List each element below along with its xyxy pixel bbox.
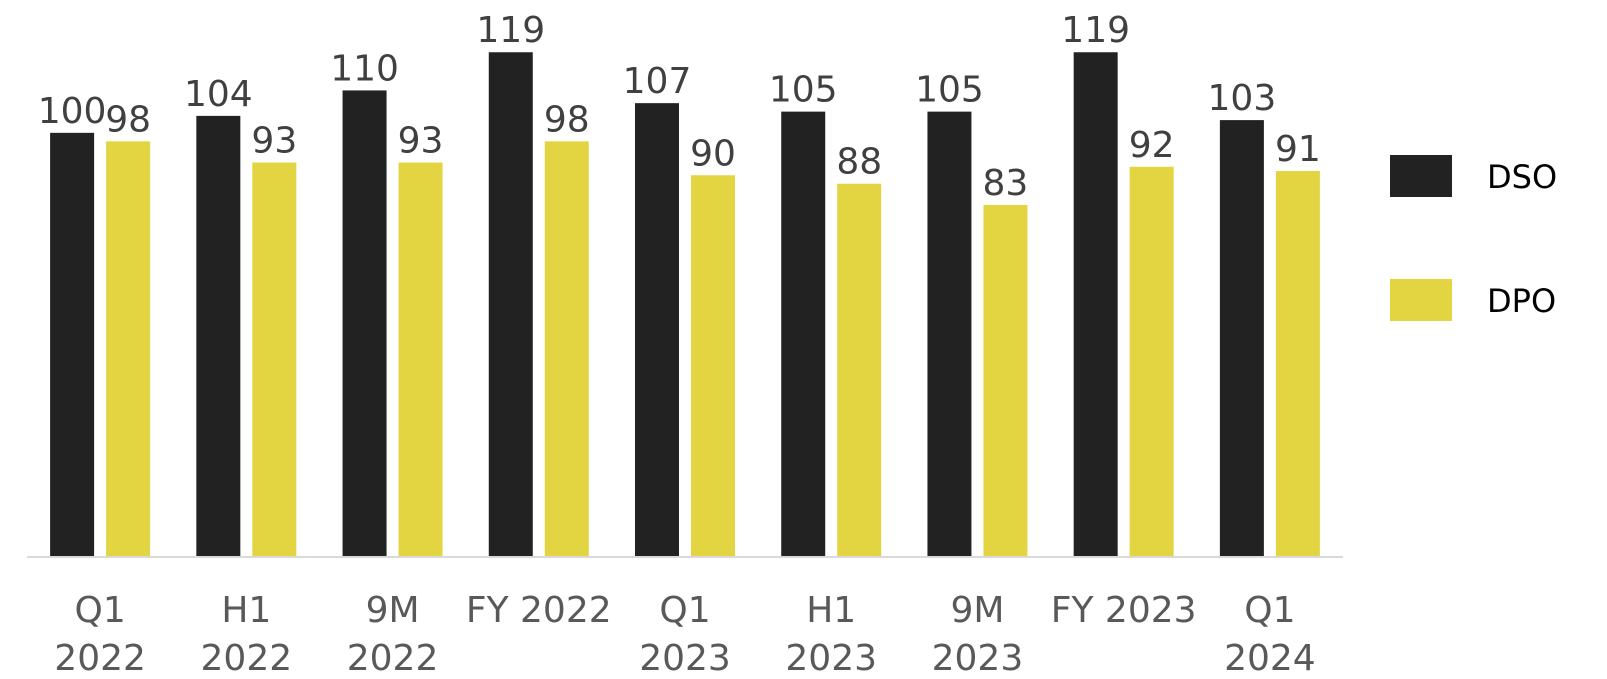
- data-label-dso-q1-2024: 103: [1208, 78, 1277, 119]
- bar-dpo-fy-2022: [544, 141, 589, 558]
- legend-label-dso: DSO: [1487, 158, 1557, 196]
- data-label-dpo-fy-2023: 92: [1129, 125, 1175, 166]
- x-tick-label-fy-2023: FY 2023: [1051, 590, 1197, 631]
- data-labels-layer: 1009810493110931199810790105881058311992…: [38, 10, 1321, 204]
- bar-dpo-9m-2023: [983, 204, 1028, 558]
- data-label-dpo-q1-2022: 98: [105, 99, 151, 140]
- data-label-dpo-9m-2022: 93: [398, 121, 444, 162]
- data-label-dpo-h1-2022: 93: [251, 121, 297, 162]
- bar-dso-fy-2023: [1073, 52, 1118, 557]
- data-label-dpo-fy-2022: 98: [544, 99, 590, 140]
- x-tick-label-9m-2022: 9M 2022: [347, 590, 439, 674]
- x-tick-label-q1-2024: Q1 2024: [1224, 590, 1316, 674]
- bar-dso-q1-2024: [1219, 120, 1264, 557]
- x-tick-labels-layer: Q1 2022 H1 2022 9M 2022 FY 2022 Q1 2023 H1 2023 9M 2…: [54, 590, 1316, 679]
- data-label-dpo-q1-2023: 90: [690, 133, 736, 174]
- data-label-dso-h1-2023: 105: [769, 70, 838, 111]
- bar-dso-h1-2022: [196, 115, 241, 557]
- data-label-dso-fy-2023: 119: [1061, 10, 1130, 51]
- bar-dpo-h1-2022: [252, 162, 297, 557]
- data-label-dpo-q1-2024: 91: [1275, 129, 1321, 170]
- data-label-dso-fy-2022: 119: [476, 10, 545, 51]
- data-label-dso-q1-2023: 107: [623, 61, 692, 102]
- bar-dpo-h1-2023: [837, 183, 882, 557]
- bar-dpo-q1-2024: [1275, 171, 1320, 557]
- legend-swatch-dpo: [1390, 279, 1452, 321]
- bar-dso-q1-2022: [50, 132, 95, 558]
- legend-label-dpo: DPO: [1487, 282, 1556, 320]
- x-tick-label-h1-2022: H1 2022: [201, 590, 293, 674]
- data-label-dpo-9m-2023: 83: [983, 163, 1029, 204]
- data-label-dso-9m-2022: 110: [330, 48, 399, 89]
- data-label-dso-9m-2023: 105: [915, 70, 984, 111]
- legend-swatch-dso: [1390, 155, 1452, 197]
- bar-dso-fy-2022: [488, 52, 533, 557]
- bar-dso-h1-2023: [781, 111, 826, 557]
- data-label-dso-q1-2022: 100: [38, 91, 107, 132]
- bar-dpo-9m-2022: [398, 162, 443, 557]
- legend: DSO DPO: [1390, 155, 1557, 321]
- bar-dso-9m-2023: [927, 111, 972, 557]
- x-tick-label-h1-2023: H1 2023: [785, 590, 877, 674]
- x-tick-label-q1-2022: Q1 2022: [54, 590, 146, 674]
- x-tick-label-q1-2023: Q1 2023: [639, 590, 731, 674]
- bars-layer: [50, 52, 1320, 558]
- data-label-dso-h1-2022: 104: [184, 74, 253, 115]
- bar-dpo-q1-2022: [106, 141, 151, 558]
- bar-dpo-fy-2023: [1129, 166, 1174, 557]
- bar-dso-q1-2023: [635, 103, 679, 558]
- bar-dso-9m-2022: [342, 90, 387, 558]
- x-tick-label-9m-2023: 9M 2023: [932, 590, 1024, 674]
- data-label-dpo-h1-2023: 88: [836, 142, 882, 183]
- x-tick-label-fy-2022: FY 2022: [466, 590, 612, 631]
- bar-dpo-q1-2023: [691, 175, 735, 557]
